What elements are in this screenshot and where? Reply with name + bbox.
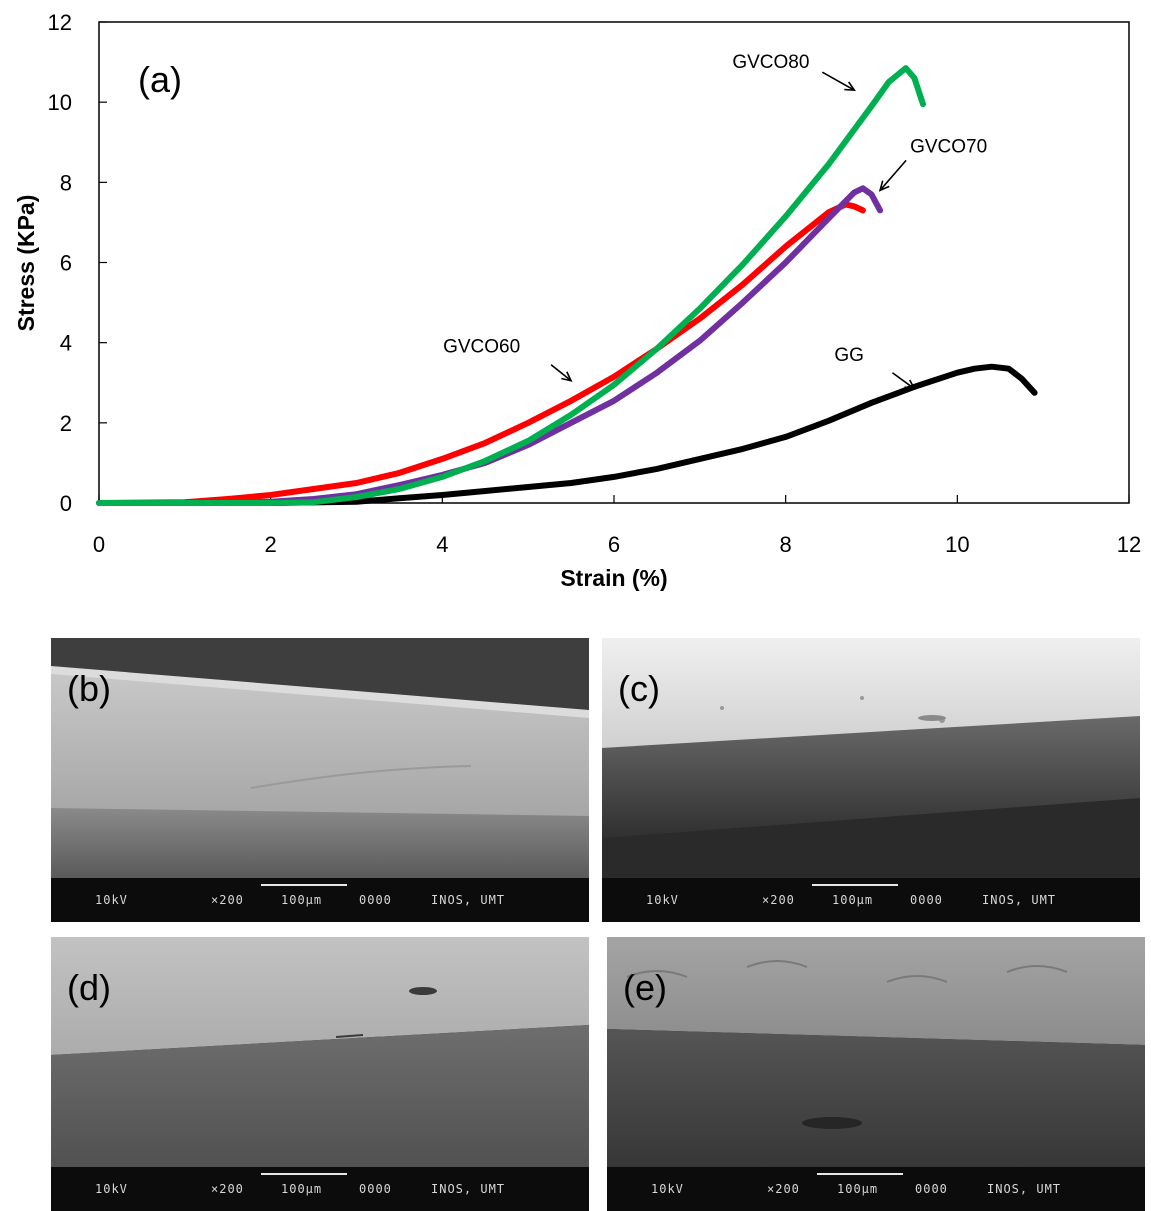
annotation-arrow	[891, 372, 915, 390]
sem-micrograph-d	[51, 937, 589, 1211]
y-tick-label: 4	[60, 331, 72, 356]
sem-panel-label: (b)	[67, 668, 111, 709]
x-tick-label: 6	[608, 532, 620, 557]
plot-frame	[98, 21, 1130, 504]
y-tick-label: 2	[60, 411, 72, 436]
series-line-gvco60	[96, 201, 866, 506]
sem-image-id: 0000	[910, 893, 943, 907]
series-line-gvco80	[96, 65, 926, 506]
sem-panel-label: (c)	[618, 668, 660, 709]
sem-scale-length: 100μm	[837, 1182, 879, 1196]
annotation-arrowhead	[878, 180, 890, 192]
sem-info-bar: 10kV ×200 100μm 0000 INOS, UMT	[51, 1167, 589, 1211]
sem-micrograph-b	[51, 638, 589, 922]
sem-micrograph-e	[607, 937, 1145, 1211]
annotation-arrowhead	[904, 379, 916, 390]
annotation-label: GG	[834, 345, 864, 366]
curve-annotations: GVCO80 GVCO70 GVCO60 GG	[443, 52, 987, 390]
sem-lab-name: INOS, UMT	[431, 893, 506, 907]
sem-image-id: 0000	[359, 1182, 392, 1196]
sem-scale-length: 100μm	[281, 1182, 323, 1196]
sem-image-id: 0000	[359, 893, 392, 907]
y-tick-label: 0	[60, 491, 72, 516]
chart-panel-label: (a)	[138, 59, 182, 100]
annotation-label: GVCO70	[910, 136, 987, 157]
annotation-arrowhead	[561, 371, 573, 382]
y-tick-label: 12	[48, 10, 72, 35]
annotation-label: GVCO80	[732, 52, 809, 73]
sem-panel-label: (e)	[623, 967, 667, 1008]
x-tick-label: 0	[93, 532, 105, 557]
series-line-gg	[96, 363, 1038, 506]
x-tick-label: 4	[436, 532, 448, 557]
sem-magnification: ×200	[762, 893, 795, 907]
y-axis-title: Stress (KPa)	[13, 195, 39, 332]
sem-lab-name: INOS, UMT	[982, 893, 1057, 907]
x-tick-label: 8	[780, 532, 792, 557]
sem-voltage: 10kV	[646, 893, 679, 907]
sem-image-c: (c) 10kV ×200 100μm 0000 INOS, UMT	[602, 638, 1140, 922]
annotation-arrow	[821, 71, 855, 91]
sem-image-e: (e) 10kV ×200 100μm 0000 INOS, UMT	[607, 937, 1145, 1211]
series-lines	[96, 65, 1038, 506]
sem-magnification: ×200	[211, 1182, 244, 1196]
sem-image-id: 0000	[915, 1182, 948, 1196]
y-tick-label: 6	[60, 251, 72, 276]
series-line-gvco70	[96, 185, 884, 506]
sem-info-bar: 10kV ×200 100μm 0000 INOS, UMT	[51, 878, 589, 922]
sem-scale-bar	[261, 1173, 347, 1175]
sem-scale-length: 100μm	[281, 893, 323, 907]
sem-image-b: (b) 10kV ×200 100μm 0000 INOS, UMT	[51, 638, 589, 922]
sem-voltage: 10kV	[651, 1182, 684, 1196]
x-tick-label: 12	[1117, 532, 1141, 557]
sem-image-d: (d) 10kV ×200 100μm 0000 INOS, UMT	[51, 937, 589, 1211]
x-axis-title: Strain (%)	[560, 565, 667, 591]
annotation-arrowhead	[844, 81, 856, 92]
sem-info-bar: 10kV ×200 100μm 0000 INOS, UMT	[602, 878, 1140, 922]
sem-lab-name: INOS, UMT	[987, 1182, 1062, 1196]
sem-info-bar: 10kV ×200 100μm 0000 INOS, UMT	[607, 1167, 1145, 1211]
annotation-arrow	[879, 159, 907, 191]
sem-lab-name: INOS, UMT	[431, 1182, 506, 1196]
x-axis-ticks: 0 2 4 6 8 10 12	[93, 495, 1141, 557]
sem-panel-label: (d)	[67, 967, 111, 1008]
sem-voltage: 10kV	[95, 1182, 128, 1196]
sem-micrograph-c	[602, 638, 1140, 922]
y-tick-label: 10	[48, 90, 72, 115]
sem-scale-bar	[812, 884, 898, 886]
annotation-arrow	[550, 364, 572, 382]
stress-strain-chart: 0 2 4 6 8 10 12 0 2 4 6 8 10 12 GVCO80 GVCO70 GVCO60 GG…	[13, 10, 1141, 591]
sem-scale-bar	[261, 884, 347, 886]
sem-magnification: ×200	[767, 1182, 800, 1196]
x-tick-label: 10	[945, 532, 969, 557]
y-axis-ticks: 0 2 4 6 8 10 12	[48, 10, 107, 516]
y-tick-label: 8	[60, 170, 72, 195]
sem-scale-bar	[817, 1173, 903, 1175]
annotation-label: GVCO60	[443, 337, 520, 358]
sem-magnification: ×200	[211, 893, 244, 907]
sem-scale-length: 100μm	[832, 893, 874, 907]
sem-voltage: 10kV	[95, 893, 128, 907]
x-tick-label: 2	[265, 532, 277, 557]
